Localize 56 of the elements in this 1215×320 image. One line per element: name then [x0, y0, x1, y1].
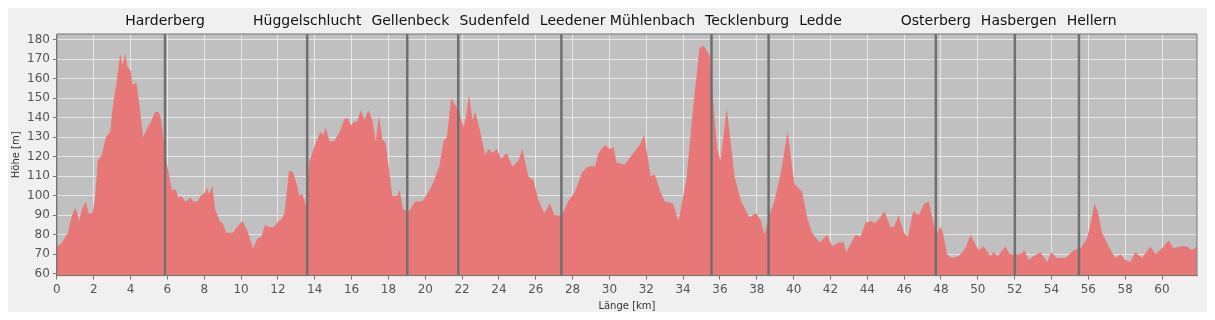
x-tick-label: 18	[380, 281, 397, 296]
y-tick-label: 150	[27, 90, 50, 105]
y-tick-label: 130	[27, 129, 50, 144]
x-tick-label: 2	[89, 281, 98, 296]
x-tick-label: 4	[126, 281, 135, 296]
x-tick-label: 46	[896, 281, 912, 296]
x-tick-label: 40	[786, 281, 802, 296]
x-tick-label: 32	[638, 281, 654, 296]
y-tick-label: 100	[27, 187, 50, 202]
x-tick-label: 24	[491, 281, 507, 296]
x-tick-label: 28	[564, 281, 581, 296]
x-axis-title: Länge [km]	[598, 299, 656, 311]
y-tick-label: 80	[34, 226, 50, 241]
ref-line-label: Harderberg	[125, 11, 205, 28]
x-tick-label: 58	[1117, 281, 1133, 296]
x-tick-label: 20	[417, 281, 433, 296]
ref-line-label: Hasbergen	[980, 11, 1057, 28]
x-tick-label: 6	[163, 281, 172, 296]
x-tick-label: 50	[970, 281, 986, 296]
x-tick-label: 60	[1154, 281, 1170, 296]
y-axis-title: Höhe [m]	[9, 131, 21, 179]
x-tick-label: 36	[712, 281, 728, 296]
y-tick-label: 170	[27, 51, 50, 66]
y-tick-label: 180	[27, 31, 50, 46]
ref-line-label: Hüggelschlucht	[253, 11, 362, 28]
y-tick-label: 160	[27, 70, 50, 85]
x-tick-label: 26	[528, 281, 544, 296]
y-tick-label: 110	[27, 168, 50, 183]
ref-line-label: Ledde	[799, 11, 842, 28]
ref-line-label: Leedener Mühlenbach	[539, 11, 696, 28]
x-tick-label: 42	[822, 281, 839, 296]
ref-line-label: Gellenbeck	[371, 11, 451, 28]
x-tick-label: 38	[749, 281, 765, 296]
ref-line-label: Osterberg	[900, 11, 971, 28]
ref-line-label: Tecklenburg	[704, 11, 790, 28]
y-tick-label: 60	[34, 265, 50, 280]
y-tick-label: 70	[34, 246, 50, 261]
y-tick-label: 120	[27, 148, 50, 163]
y-tick-label: 90	[34, 207, 50, 222]
y-tick-label: 140	[27, 109, 50, 124]
x-tick-label: 22	[454, 281, 470, 296]
x-tick-label: 34	[675, 281, 691, 296]
x-tick-label: 16	[343, 281, 360, 296]
x-tick-label: 56	[1080, 281, 1096, 296]
x-tick-label: 0	[53, 281, 61, 296]
x-tick-label: 52	[1007, 281, 1023, 296]
x-tick-label: 8	[200, 281, 209, 296]
x-tick-label: 48	[933, 281, 949, 296]
x-tick-label: 30	[601, 281, 618, 296]
x-tick-label: 14	[307, 281, 323, 296]
x-tick-label: 54	[1043, 281, 1060, 296]
x-tick-label: 10	[233, 281, 249, 296]
x-tick-label: 12	[270, 281, 286, 296]
ref-line-label: Sudenfeld	[459, 11, 530, 28]
ref-line-label: Hellern	[1066, 11, 1117, 28]
x-tick-label: 44	[859, 281, 875, 296]
